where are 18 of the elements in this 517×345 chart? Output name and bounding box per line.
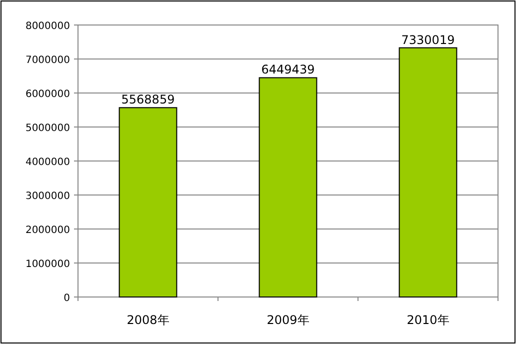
- x-tick-label: 2008年: [126, 313, 170, 327]
- x-tick-label: 2010年: [406, 313, 450, 327]
- data-label: 5568859: [121, 92, 175, 107]
- y-tick-label: 3000000: [25, 191, 70, 202]
- x-tick-label: 2009年: [266, 313, 310, 327]
- y-tick-label: 4000000: [25, 157, 70, 168]
- data-label: 6449439: [261, 62, 315, 77]
- bar: [118, 107, 178, 298]
- y-tick-label: 5000000: [25, 123, 70, 134]
- y-tick-label: 0: [64, 293, 70, 304]
- y-tick-label: 8000000: [25, 21, 70, 32]
- y-tick-label: 1000000: [25, 259, 70, 270]
- bar: [398, 47, 458, 298]
- y-tick-label: 6000000: [25, 89, 70, 100]
- bar: [258, 77, 318, 298]
- y-tick-label: 7000000: [25, 55, 70, 66]
- data-label: 7330019: [401, 32, 455, 47]
- y-tick-label: 2000000: [25, 225, 70, 236]
